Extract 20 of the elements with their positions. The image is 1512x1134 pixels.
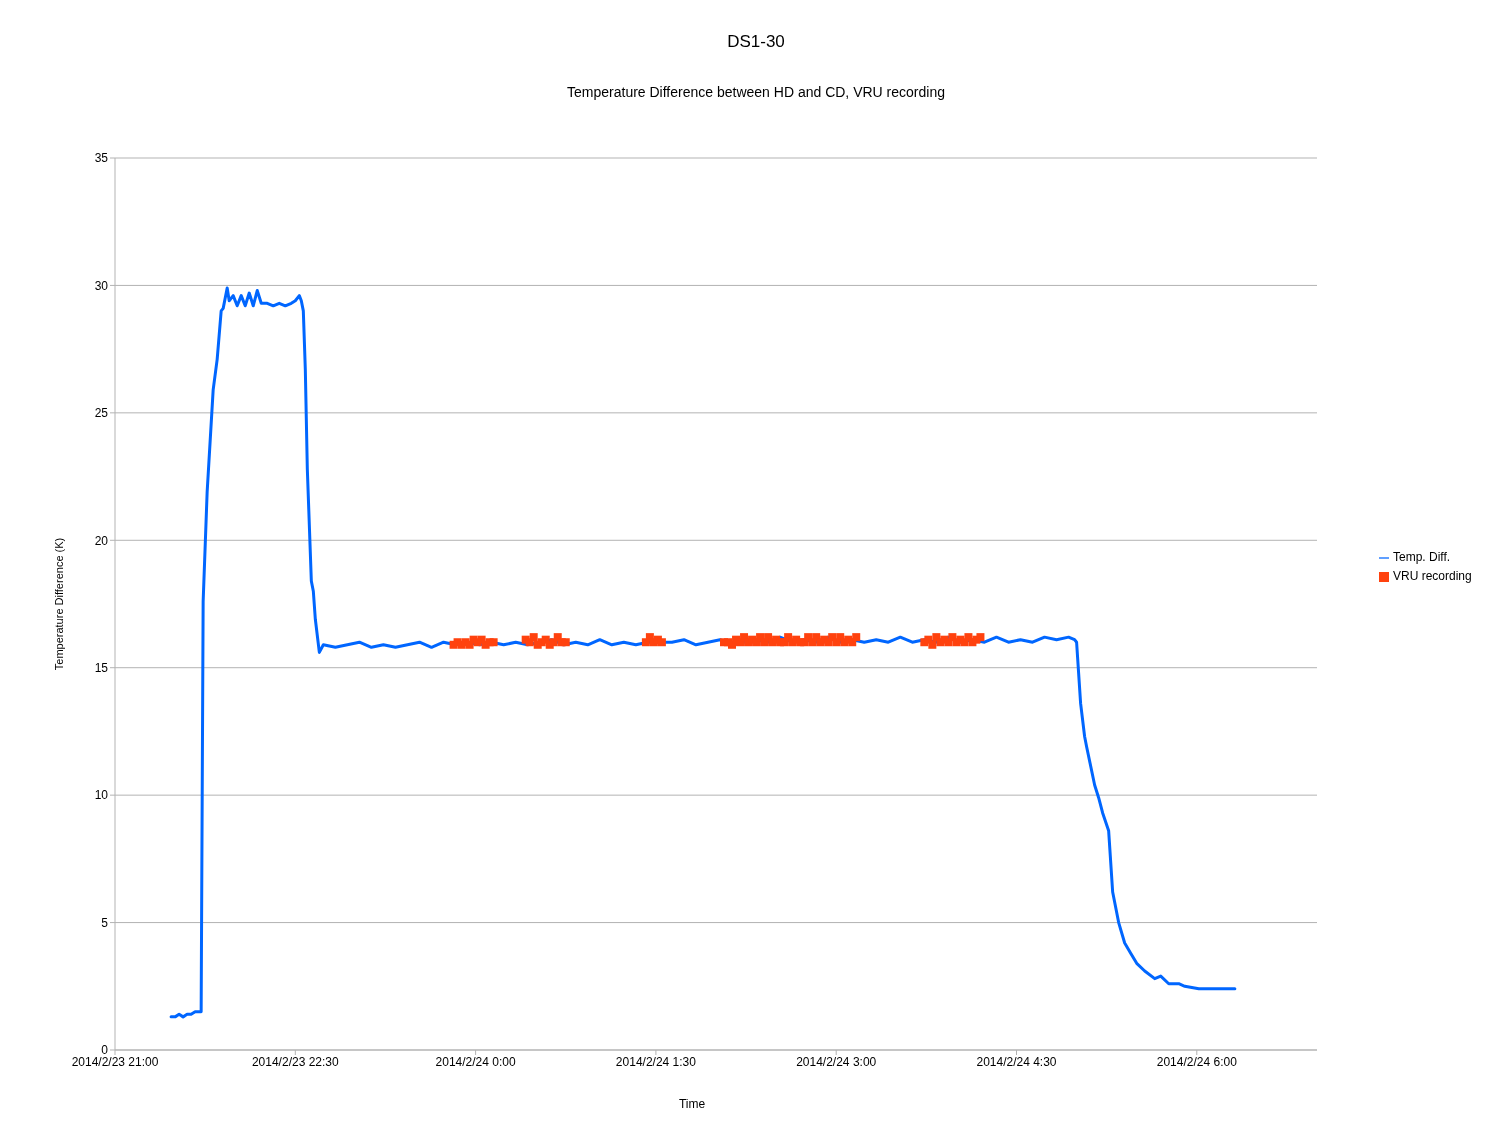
y-tick-label: 10 bbox=[94, 788, 109, 803]
x-tick-label: 2014/2/24 6:00 bbox=[1156, 1054, 1238, 1069]
y-tick-label: 5 bbox=[101, 915, 109, 930]
chart-title: DS1-30 bbox=[726, 31, 786, 53]
x-axis-title: Time bbox=[678, 1097, 706, 1111]
chart-subtitle: Temperature Difference between HD and CD, VRU recording bbox=[566, 83, 946, 101]
x-tick-label: 2014/2/24 4:30 bbox=[976, 1054, 1057, 1069]
y-axis-title: Temperature Difference (K) bbox=[52, 537, 65, 671]
y-tick-label: 20 bbox=[94, 533, 109, 548]
x-tick-label: 2014/2/24 0:00 bbox=[435, 1054, 516, 1069]
line-series bbox=[169, 286, 1237, 1019]
y-tick-label: 30 bbox=[94, 278, 109, 293]
y-tick-label: 15 bbox=[94, 660, 109, 675]
y-tick-label: 35 bbox=[94, 151, 109, 166]
x-tick-label: 2014/2/24 3:00 bbox=[796, 1054, 877, 1069]
y-tick-label: 25 bbox=[94, 406, 109, 421]
x-tick-label: 2014/2/24 1:30 bbox=[615, 1054, 697, 1069]
legend-label: VRU recording bbox=[1393, 569, 1472, 583]
legend-label: Temp. Diff. bbox=[1393, 550, 1451, 564]
x-tick-label: 2014/2/23 22:30 bbox=[251, 1054, 339, 1069]
